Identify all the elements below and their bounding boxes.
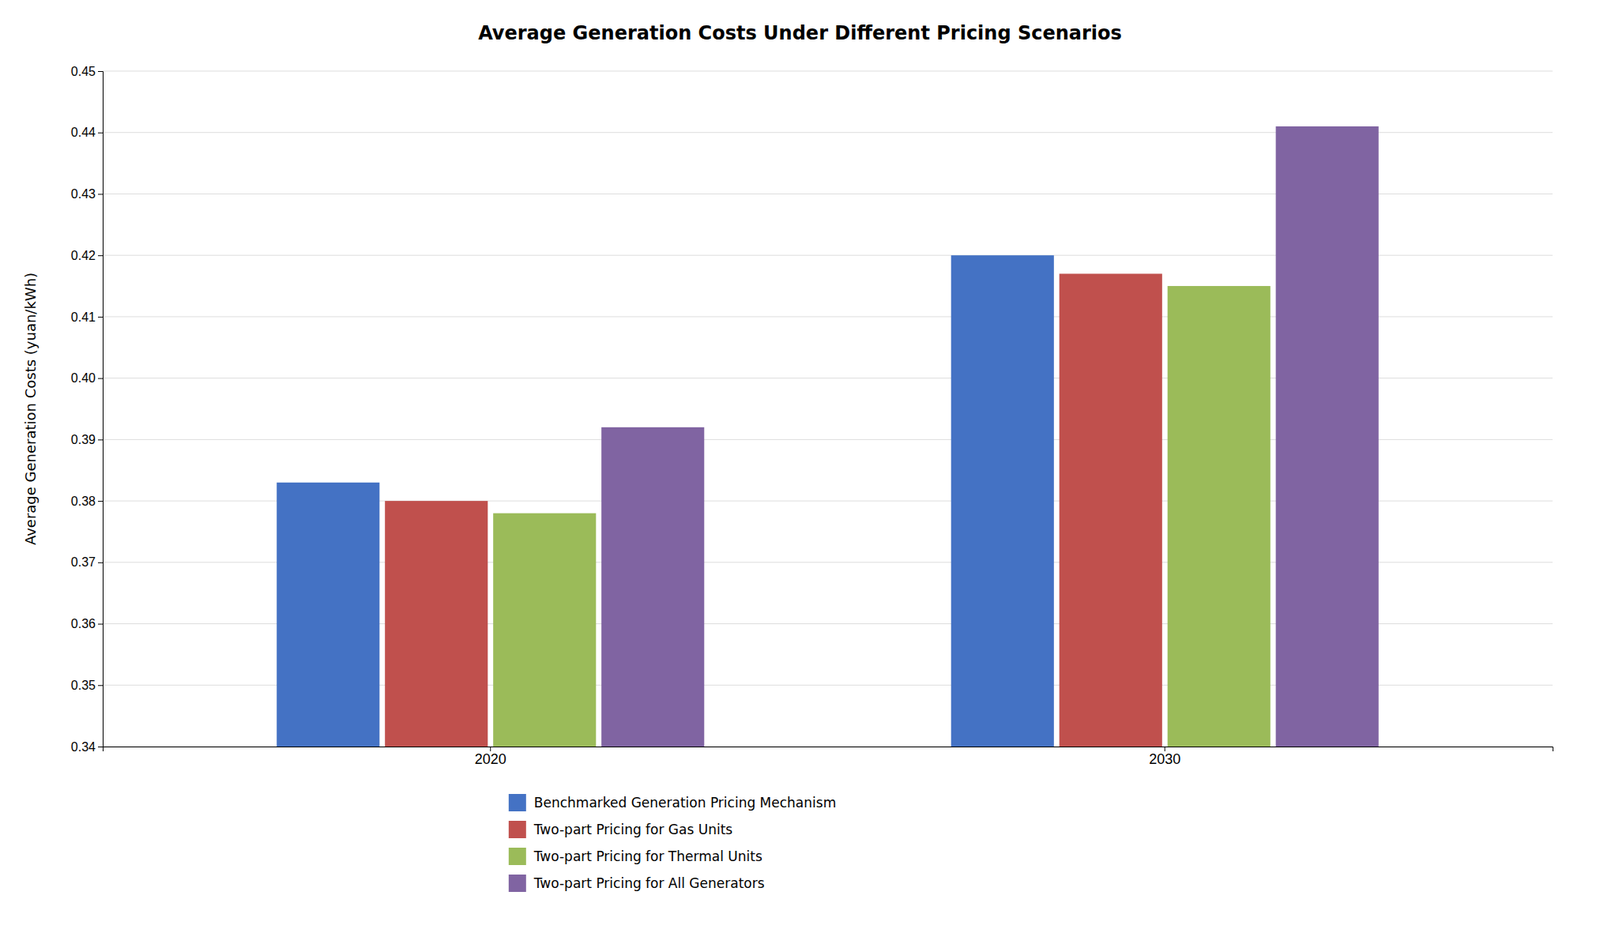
grid [102,71,1553,747]
tick-label: 0.37 [71,555,96,569]
tick-mark [97,624,103,625]
x-axis: 2020 2030 [103,746,1554,768]
axis-line [103,747,1554,753]
tick-mark [97,316,103,318]
legend-swatch [508,794,527,812]
tick-label: 0.44 [71,125,96,140]
tick-label: 0.35 [71,678,96,693]
tick-label: 0.38 [71,494,96,509]
grid-line [102,71,1553,72]
bar-series [601,126,1379,747]
bar [276,482,380,747]
legend: Benchmarked Generation Pricing Mechanism… [508,794,836,893]
bar-series [493,286,1271,747]
bar [951,255,1055,747]
chart: 0.34 0.35 0.36 0.37 0.38 0.39 0.40 0.41 0.42 0.43… [0,0,1600,933]
bar [601,427,704,747]
bar [493,513,596,747]
y-axis-title: Average Generation Costs (yuan/kWh) [22,272,39,546]
tick-label: 0.43 [71,187,96,201]
legend-label: Two-part Pricing for Thermal Units [533,848,763,865]
legend-item: Two-part Pricing for All Generators [508,874,765,893]
tick: 0.42 [71,248,103,263]
tick: 0.36 [71,617,103,631]
tick-mark [97,193,103,195]
tick: 0.37 [71,555,103,569]
tick-mark [97,746,103,748]
tick: 0.34 [71,740,103,754]
tick-mark [97,500,103,502]
tick-label: 0.41 [71,310,96,324]
tick-mark [97,71,103,72]
tick-mark [97,378,103,380]
tick-label: 0.34 [71,740,96,754]
legend-label: Two-part Pricing for Gas Units [533,821,734,838]
legend-item: Two-part Pricing for Thermal Units [508,847,763,866]
tick-label: 0.40 [71,371,96,385]
legend-swatch [508,874,527,893]
tick-mark [97,439,103,441]
tick: 2030 [1148,746,1181,768]
y-axis: 0.34 0.35 0.36 0.37 0.38 0.39 0.40 0.41 0.42 0.43… [71,64,104,754]
legend-item: Two-part Pricing for Gas Units [508,820,734,839]
tick-label: 2020 [474,751,507,768]
bar [1059,274,1163,748]
tick-label: 0.42 [71,248,96,263]
tick: 0.44 [71,125,103,140]
tick-mark [97,685,103,686]
tick-label: 0.39 [71,432,96,447]
tick: 0.41 [71,310,103,324]
bar-series [276,255,1055,747]
tick-mark [97,562,103,564]
tick-mark [97,255,103,256]
bars [276,126,1379,747]
tick-label: 2030 [1148,751,1181,768]
tick: 2020 [474,746,507,768]
legend-item: Benchmarked Generation Pricing Mechanism [508,794,836,812]
legend-label: Two-part Pricing for All Generators [533,875,765,892]
bar [1167,286,1271,747]
bar [384,500,488,747]
tick: 0.43 [71,187,103,201]
tick: 0.39 [71,432,103,447]
tick-label: 0.36 [71,617,96,631]
tick-mark [97,132,103,134]
bar-series [384,274,1163,748]
tick-label: 0.45 [71,64,96,79]
tick: 0.35 [71,678,103,693]
tick: 0.45 [71,64,103,79]
legend-swatch [508,820,527,839]
legend-label: Benchmarked Generation Pricing Mechanism [534,794,836,811]
tick: 0.38 [71,494,103,509]
title: Average Generation Costs Under Different… [478,22,1122,45]
axis-line [97,71,104,748]
bar [1276,126,1379,747]
tick: 0.40 [71,371,103,385]
legend-swatch [508,847,527,866]
plot: 0.34 0.35 0.36 0.37 0.38 0.39 0.40 0.41 0.42 0.43… [71,64,1554,768]
